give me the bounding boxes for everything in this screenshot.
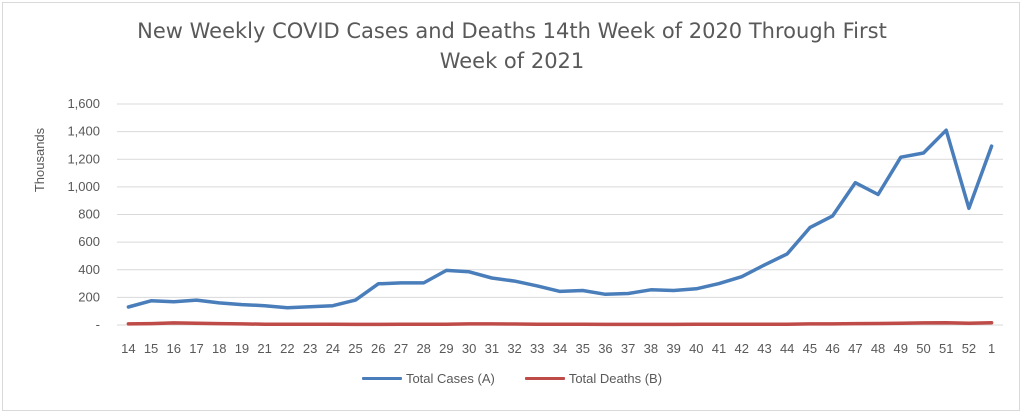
legend-swatch-deaths — [524, 377, 565, 380]
x-tick-label: 22 — [280, 341, 294, 356]
x-tick-label: 14 — [121, 341, 135, 356]
x-tick-label: 23 — [303, 341, 317, 356]
x-tick-label: 43 — [757, 341, 771, 356]
x-tick-label: 31 — [485, 341, 499, 356]
x-tick-label: 37 — [621, 341, 635, 356]
x-tick-label: 50 — [916, 341, 930, 356]
legend-label-deaths: Total Deaths (B) — [568, 371, 663, 386]
chart-title-line-1: New Weekly COVID Cases and Deaths 14th W… — [137, 19, 887, 43]
x-tick-label: 24 — [326, 341, 340, 356]
x-tick-label: 35 — [575, 341, 589, 356]
x-tick-label: 32 — [507, 341, 521, 356]
x-tick-label: 1 — [988, 341, 995, 356]
x-tick-label: 33 — [530, 341, 544, 356]
series-line-total-cases — [126, 128, 994, 310]
x-tick-label: 17 — [189, 341, 203, 356]
x-tick-label: 42 — [735, 341, 749, 356]
series-lines — [126, 128, 994, 327]
x-tick-label: 41 — [712, 341, 726, 356]
chart-title: New Weekly COVID Cases and Deaths 14th W… — [0, 16, 1024, 76]
x-tick-label: 49 — [894, 341, 908, 356]
x-tick-label: 28 — [416, 341, 430, 356]
y-tick-label: - — [96, 317, 100, 332]
legend-swatch-cases — [361, 377, 402, 380]
x-tick-label: 38 — [644, 341, 658, 356]
x-tick-labels: 14 15 16 17 18 19 21 22 23 24 25 26 27 28 29 30 31 32 33 34… — [121, 341, 995, 356]
y-tick-label: 400 — [78, 262, 100, 277]
x-tick-label: 44 — [780, 341, 794, 356]
y-tick-label: 600 — [78, 234, 100, 249]
y-tick-label: 1,000 — [67, 179, 100, 194]
chart-frame — [2, 2, 1020, 411]
y-tick-label: 800 — [78, 207, 100, 222]
y-axis-label: Thousands — [32, 127, 47, 192]
x-tick-label: 21 — [257, 341, 271, 356]
x-tick-label: 36 — [598, 341, 612, 356]
x-tick-label: 16 — [167, 341, 181, 356]
x-tick-label: 34 — [553, 341, 567, 356]
x-tick-label: 27 — [394, 341, 408, 356]
x-tick-label: 47 — [848, 341, 862, 356]
y-tick-label: 1,200 — [67, 151, 100, 166]
y-tick-label: 200 — [78, 289, 100, 304]
y-tick-label: 1,400 — [67, 124, 100, 139]
x-tick-label: 18 — [212, 341, 226, 356]
x-tick-label: 48 — [871, 341, 885, 356]
series-line-total-deaths — [126, 320, 994, 327]
y-tick-labels: - 200 400 600 800 1,000 1,200 1,400 1,600 — [67, 96, 100, 332]
x-tick-label: 40 — [689, 341, 703, 356]
x-tick-label: 39 — [666, 341, 680, 356]
y-tick-label: 1,600 — [67, 96, 100, 111]
x-tick-label: 51 — [939, 341, 953, 356]
x-tick-label: 30 — [462, 341, 476, 356]
x-tick-label: 52 — [962, 341, 976, 356]
x-tick-label: 45 — [803, 341, 817, 356]
x-tick-label: 15 — [144, 341, 158, 356]
chart-title-line-2: Week of 2021 — [439, 49, 585, 73]
legend-item-cases: Total Cases (A) — [361, 371, 495, 386]
x-tick-label: 46 — [825, 341, 839, 356]
x-tick-label: 19 — [235, 341, 249, 356]
x-tick-label: 26 — [371, 341, 385, 356]
legend-item-deaths: Total Deaths (B) — [524, 371, 663, 386]
x-tick-label: 29 — [439, 341, 453, 356]
legend: Total Cases (A) Total Deaths (B) — [0, 371, 1024, 386]
x-tick-label: 25 — [348, 341, 362, 356]
legend-label-cases: Total Cases (A) — [405, 371, 495, 386]
